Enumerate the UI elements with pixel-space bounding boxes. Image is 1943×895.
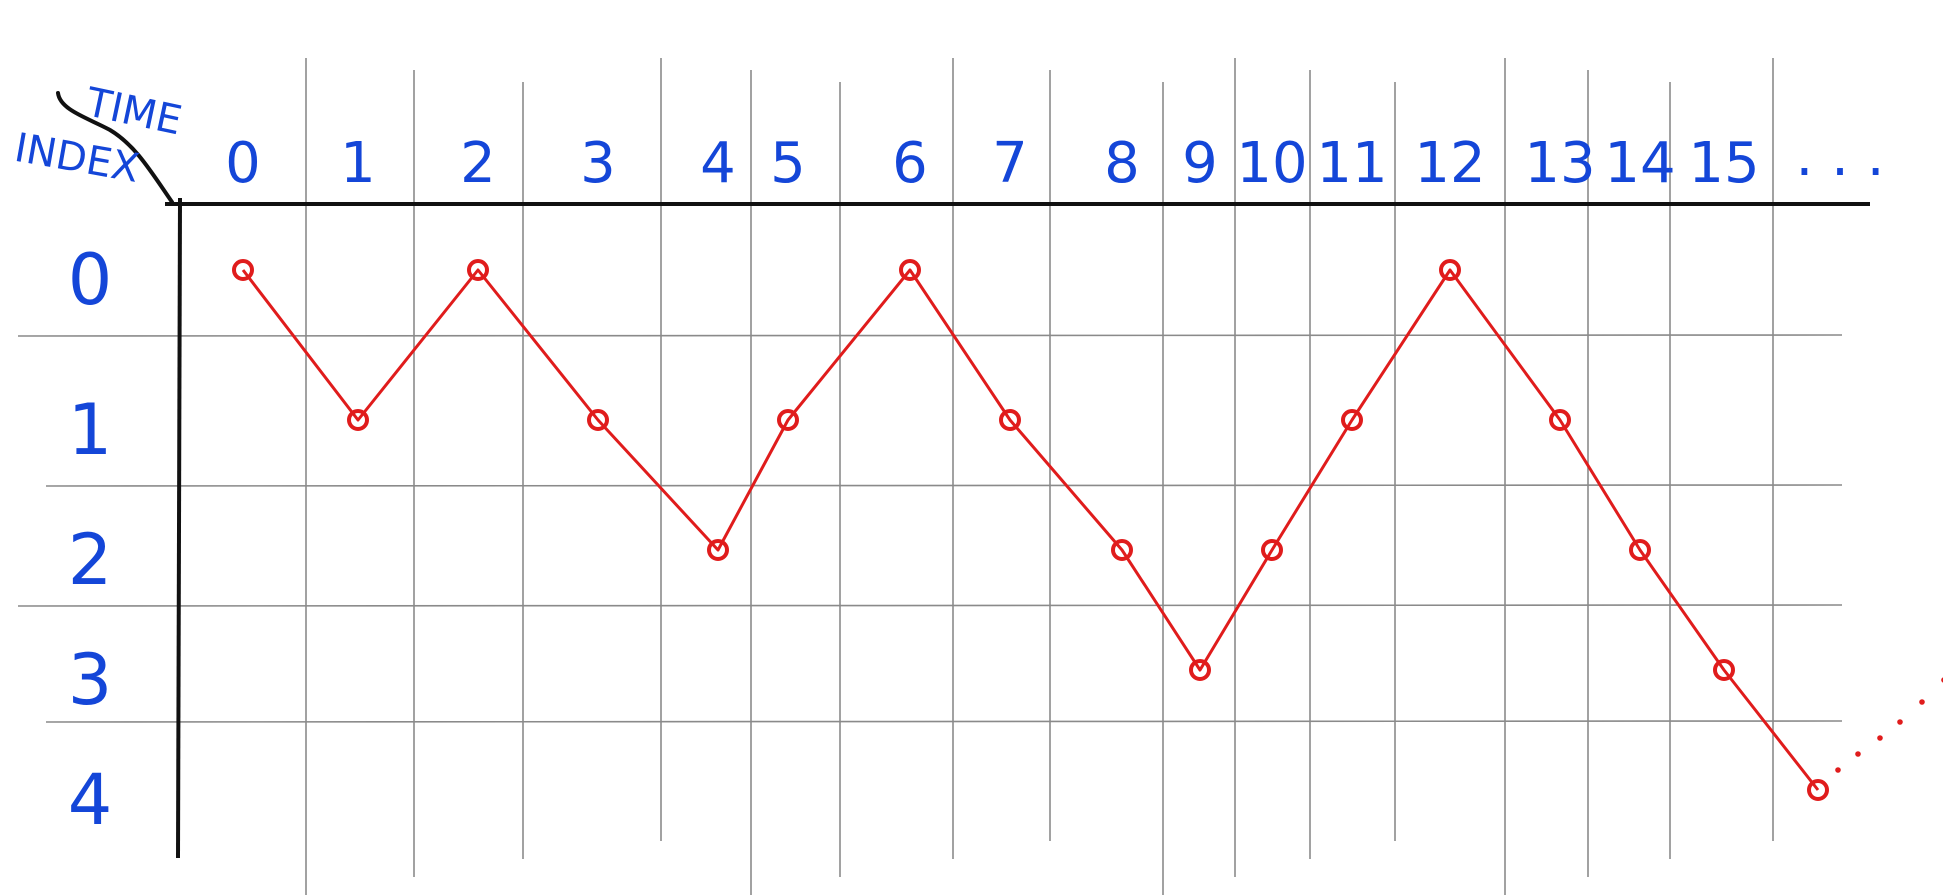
index-label-3: 3: [68, 639, 113, 721]
index-label-4: 4: [68, 759, 113, 841]
time-label-5: 5: [770, 131, 806, 196]
grid-horizontal-line: [45, 484, 1843, 487]
path-point-t0: [232, 259, 254, 281]
path-point-t15: [1713, 659, 1735, 681]
continuation-dot: [1855, 751, 1861, 757]
time-label-3: 3: [580, 131, 616, 196]
index-path: [241, 268, 1820, 791]
time-label-more: . . .: [1795, 124, 1884, 189]
time-label-1: 1: [340, 131, 376, 196]
path-point-t8: [1111, 539, 1133, 561]
time-label-14: 14: [1604, 131, 1675, 196]
index-axis: [176, 197, 182, 859]
time-label-4: 4: [700, 131, 736, 196]
path-point-t4: [707, 539, 729, 561]
path-point-t12: [1439, 259, 1461, 281]
index-label-1: 1: [68, 389, 113, 471]
path-point-t16: [1807, 779, 1829, 801]
path-point-t5: [777, 409, 799, 431]
time-label-9: 9: [1182, 131, 1218, 196]
time-label-11: 11: [1316, 131, 1387, 196]
time-label-6: 6: [892, 131, 928, 196]
corner-labels: TIME INDEX: [11, 79, 185, 192]
path-point-t2: [467, 259, 489, 281]
corner-divider: [56, 91, 174, 204]
time-label-8: 8: [1104, 131, 1140, 196]
grid-horizontal-line: [17, 604, 1843, 607]
continuation-dot: [1919, 699, 1925, 705]
axes: [56, 91, 1870, 859]
time-label-0: 0: [225, 131, 261, 196]
index-label: INDEX: [11, 125, 142, 192]
grid-horizontal-line: [45, 720, 1843, 723]
path-point-t3: [587, 409, 609, 431]
index-labels: 0 1 2 3 4: [68, 239, 113, 841]
continuation-dot: [1877, 735, 1883, 741]
path-point-t1: [347, 409, 369, 431]
path-point-t7: [999, 409, 1021, 431]
index-label-0: 0: [68, 239, 113, 321]
continuation-dot: [1897, 719, 1903, 725]
path-point-t11: [1341, 409, 1363, 431]
time-labels: 0 1 2 3 4 5 6 7 8 9 10 11 12 13 14 15. . .: [225, 124, 1884, 196]
path-point-t9: [1189, 659, 1211, 681]
path-point-t14: [1629, 539, 1651, 561]
time-label-12: 12: [1414, 131, 1485, 196]
path-continuation: [1835, 677, 1943, 773]
index-path-line: [241, 268, 1820, 791]
grid-horizontal-line: [17, 334, 1843, 337]
time-label-10: 10: [1236, 131, 1307, 196]
path-point-t10: [1261, 539, 1283, 561]
path-point-t6: [899, 259, 921, 281]
time-label: TIME: [81, 79, 185, 144]
grid-lines: [17, 58, 1843, 895]
time-label-7: 7: [992, 131, 1028, 196]
time-label-13: 13: [1524, 131, 1595, 196]
path-point-t13: [1549, 409, 1571, 431]
index-path-points: [232, 259, 1829, 801]
continuation-dot: [1835, 767, 1841, 773]
time-label-2: 2: [460, 131, 496, 196]
index-label-2: 2: [68, 519, 113, 601]
time-label-15: 15: [1688, 131, 1759, 196]
